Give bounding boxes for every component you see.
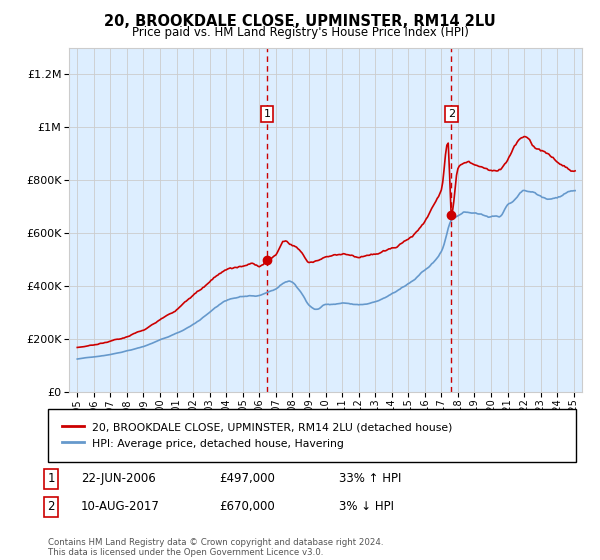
Text: 10-AUG-2017: 10-AUG-2017 [81,500,160,514]
Text: 33% ↑ HPI: 33% ↑ HPI [339,472,401,486]
Text: 1: 1 [263,109,271,119]
Legend: 20, BROOKDALE CLOSE, UPMINSTER, RM14 2LU (detached house), HPI: Average price, d: 20, BROOKDALE CLOSE, UPMINSTER, RM14 2LU… [59,419,456,452]
Text: 2: 2 [448,109,455,119]
Bar [267,48,451,392]
Text: 3% ↓ HPI: 3% ↓ HPI [339,500,394,514]
FancyBboxPatch shape [48,409,576,462]
Text: £497,000: £497,000 [219,472,275,486]
Text: Price paid vs. HM Land Registry's House Price Index (HPI): Price paid vs. HM Land Registry's House … [131,26,469,39]
Text: 22-JUN-2006: 22-JUN-2006 [81,472,156,486]
Text: Contains HM Land Registry data © Crown copyright and database right 2024.
This d: Contains HM Land Registry data © Crown c… [48,538,383,557]
Text: 1: 1 [47,472,55,486]
Text: £670,000: £670,000 [219,500,275,514]
Text: 20, BROOKDALE CLOSE, UPMINSTER, RM14 2LU: 20, BROOKDALE CLOSE, UPMINSTER, RM14 2LU [104,14,496,29]
Text: 2: 2 [47,500,55,514]
